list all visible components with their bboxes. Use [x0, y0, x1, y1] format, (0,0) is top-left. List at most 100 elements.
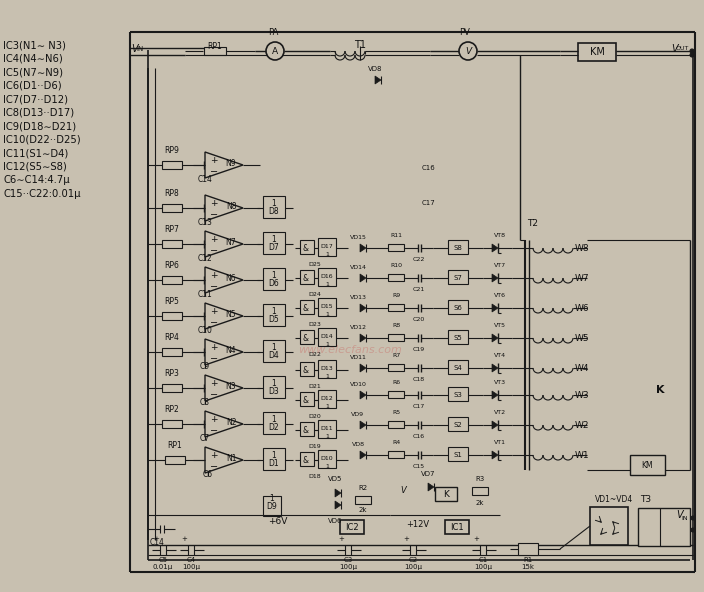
Text: R11: R11: [390, 233, 402, 238]
Text: 1: 1: [272, 378, 277, 388]
Text: VD8: VD8: [367, 66, 382, 72]
Polygon shape: [205, 303, 243, 329]
Text: S1: S1: [453, 452, 463, 458]
Text: VD11: VD11: [350, 355, 367, 360]
Text: T2: T2: [527, 219, 538, 228]
Text: R7: R7: [392, 353, 400, 358]
Text: V: V: [465, 47, 471, 56]
Text: &: &: [302, 243, 308, 253]
Text: VD14: VD14: [349, 265, 367, 270]
Text: S2: S2: [453, 422, 463, 428]
Bar: [448, 300, 468, 314]
Bar: [263, 196, 285, 218]
Text: D9: D9: [267, 501, 277, 510]
Text: 2k: 2k: [476, 500, 484, 506]
Bar: [162, 240, 182, 248]
Bar: [318, 420, 336, 438]
Text: IC1: IC1: [450, 523, 464, 532]
Text: N9: N9: [226, 159, 237, 168]
Bar: [388, 421, 404, 428]
Text: S6: S6: [453, 305, 463, 311]
Text: R8: R8: [392, 323, 400, 328]
Text: VT1: VT1: [494, 440, 506, 445]
Text: 1: 1: [270, 494, 275, 503]
Polygon shape: [360, 421, 366, 429]
Bar: [355, 496, 371, 504]
Text: S3: S3: [453, 392, 463, 398]
Text: 1: 1: [272, 343, 277, 352]
Polygon shape: [205, 231, 243, 257]
Text: C3
100μ: C3 100μ: [339, 557, 357, 570]
Bar: [448, 387, 468, 401]
Bar: [263, 232, 285, 254]
Text: RP3: RP3: [165, 369, 180, 378]
Text: 1: 1: [325, 464, 329, 468]
Text: W5: W5: [575, 333, 590, 343]
Text: D15: D15: [321, 304, 333, 308]
Text: −: −: [210, 426, 218, 436]
Text: −: −: [210, 462, 218, 472]
Text: S4: S4: [453, 365, 463, 371]
Text: R2: R2: [358, 485, 367, 491]
Bar: [263, 496, 281, 516]
Polygon shape: [205, 447, 243, 473]
Text: C4
100μ: C4 100μ: [182, 557, 200, 570]
Text: W7: W7: [575, 274, 590, 282]
Text: D21: D21: [308, 384, 321, 389]
Text: +: +: [210, 271, 218, 279]
Bar: [630, 455, 665, 475]
Circle shape: [691, 516, 695, 520]
Text: C15··C22:0.01μ: C15··C22:0.01μ: [3, 188, 80, 198]
Text: D20: D20: [308, 414, 321, 419]
Text: D5: D5: [269, 314, 279, 323]
Text: IC8(D13··D17): IC8(D13··D17): [3, 108, 74, 117]
Text: PA: PA: [268, 28, 278, 37]
Text: C18: C18: [413, 377, 425, 382]
Text: +: +: [210, 307, 218, 316]
Text: C2
100μ: C2 100μ: [404, 557, 422, 570]
Text: +: +: [210, 378, 218, 388]
Text: +: +: [210, 234, 218, 243]
Text: RP8: RP8: [165, 189, 180, 198]
Text: 1: 1: [325, 404, 329, 408]
Text: +6V: +6V: [268, 517, 288, 526]
Text: +: +: [153, 536, 159, 542]
Text: C1
100μ: C1 100μ: [474, 557, 492, 570]
Text: D2: D2: [269, 423, 279, 432]
Text: V: V: [400, 485, 406, 494]
Text: C20: C20: [413, 317, 425, 322]
Text: IC2: IC2: [345, 523, 359, 532]
Bar: [388, 451, 404, 458]
Text: C21: C21: [413, 287, 425, 292]
Text: R9: R9: [392, 293, 400, 298]
Bar: [300, 362, 314, 376]
Bar: [318, 360, 336, 378]
Polygon shape: [492, 244, 498, 252]
Text: W1: W1: [575, 451, 590, 459]
Bar: [300, 300, 314, 314]
Bar: [388, 334, 404, 341]
Text: VT5: VT5: [494, 323, 506, 328]
Bar: [204, 47, 226, 55]
Text: W8: W8: [575, 243, 590, 253]
Text: +: +: [338, 536, 344, 542]
Text: RP1: RP1: [168, 441, 182, 450]
Text: C6: C6: [203, 470, 213, 479]
Text: RP7: RP7: [165, 225, 180, 234]
Bar: [318, 450, 336, 468]
Text: +12V: +12V: [406, 520, 429, 529]
Text: 1: 1: [272, 307, 277, 316]
Text: RP6: RP6: [165, 261, 180, 270]
Text: −: −: [210, 354, 218, 364]
Circle shape: [691, 528, 695, 532]
Text: S5: S5: [453, 335, 463, 341]
Bar: [162, 384, 182, 392]
Text: &: &: [302, 395, 308, 404]
Circle shape: [690, 49, 694, 53]
Bar: [518, 543, 538, 555]
Text: VT3: VT3: [494, 380, 506, 385]
Text: K: K: [443, 490, 449, 498]
Text: 1: 1: [272, 271, 277, 279]
Bar: [300, 270, 314, 284]
Text: D10: D10: [321, 455, 333, 461]
